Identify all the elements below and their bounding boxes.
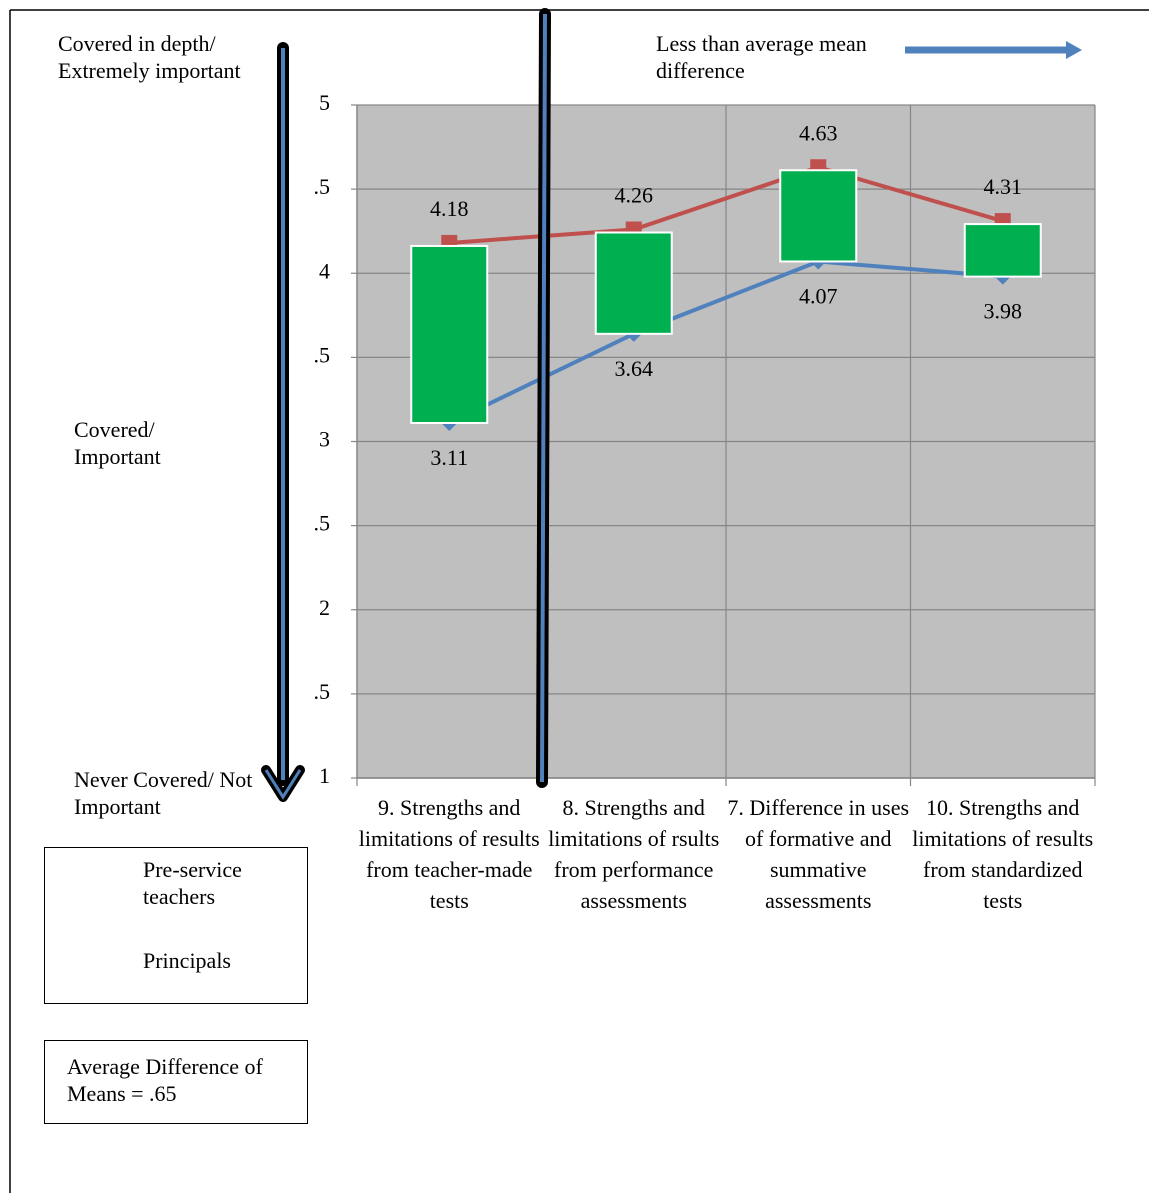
- y-tick-label: .5: [314, 342, 331, 367]
- up-down-bar: [779, 169, 858, 263]
- legend-label: Principals: [143, 948, 231, 973]
- down-arrow: [261, 42, 305, 802]
- note-box: Average Difference of Means = .65: [44, 1040, 308, 1124]
- y-tick-label: .5: [314, 679, 331, 704]
- data-label: 4.63: [799, 120, 838, 145]
- y-tick-label: .5: [314, 174, 331, 199]
- up-down-bar: [594, 231, 673, 335]
- y-tick-label: 1: [319, 763, 330, 788]
- y-tick-label: .5: [314, 511, 331, 536]
- y-tick-label: 4: [319, 258, 330, 283]
- data-label: 4.26: [615, 183, 654, 208]
- annotation: Never Covered/ Not Important: [74, 767, 253, 819]
- annotation: Covered in depth/ Extremely important: [58, 31, 241, 83]
- data-label: 3.11: [430, 445, 468, 470]
- data-label: 4.07: [799, 284, 838, 309]
- y-tick-label: 3: [319, 427, 330, 452]
- x-tick-label: 8. Strengths and limitations of rsults f…: [548, 795, 720, 913]
- data-label: 4.31: [984, 174, 1023, 199]
- y-tick-label: 5: [319, 90, 330, 115]
- annotation: Covered/ Important: [74, 417, 161, 469]
- x-tick-label: 7. Difference in uses of formative and s…: [727, 795, 910, 913]
- legend: Pre-service teachers Principals: [44, 847, 308, 1004]
- legend-label: Pre-service teachers: [143, 857, 242, 909]
- right-arrow: [905, 41, 1082, 59]
- divider: [536, 8, 551, 788]
- x-tick-label: 10. Strengths and limitations of results…: [912, 795, 1094, 913]
- marks: 3.11 3.64 4.07 3.98 4.18 4.26 4.63 4.31: [410, 120, 1042, 470]
- annotation: Less than average mean difference: [656, 31, 867, 83]
- annotation: Average Difference of Means = .65: [67, 1054, 263, 1106]
- data-label: 4.18: [430, 196, 469, 221]
- up-down-bar: [963, 223, 1042, 278]
- y-tick-label: 2: [319, 595, 330, 620]
- data-label: 3.64: [615, 356, 654, 381]
- up-down-bar: [410, 244, 489, 424]
- x-tick-label: 9. Strengths and limitations of results …: [358, 795, 540, 913]
- data-label: 3.98: [984, 299, 1023, 324]
